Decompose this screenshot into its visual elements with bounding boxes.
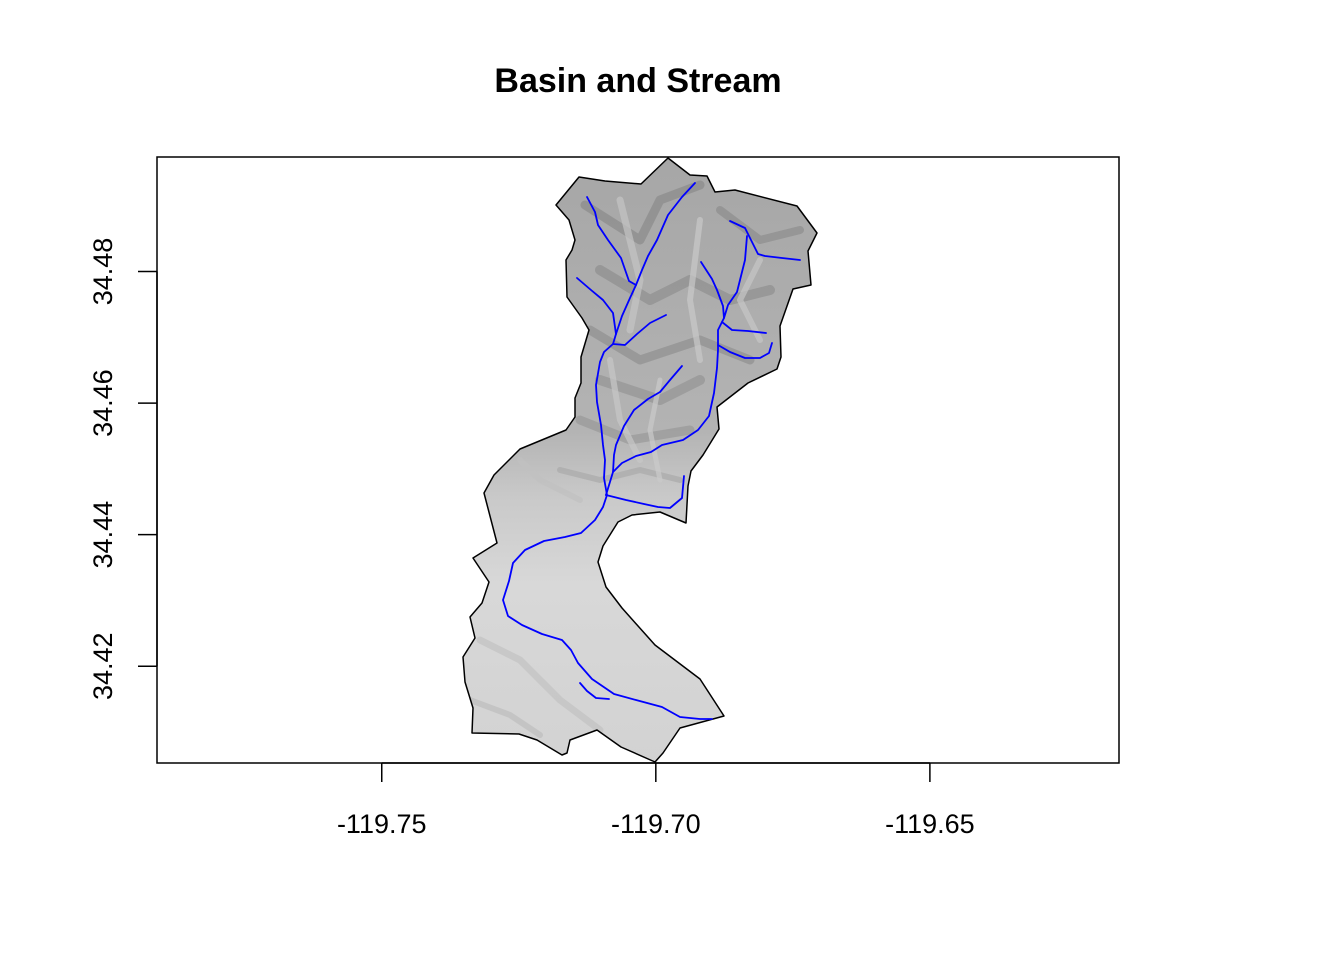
x-axis: -119.75 -119.70 -119.65 — [337, 762, 975, 839]
hillshade-ridge — [607, 357, 643, 463]
stream-segment — [729, 220, 801, 261]
hillshade-ridge — [595, 375, 705, 405]
hillshade-ridge — [647, 377, 663, 483]
y-tick-label: 34.46 — [88, 369, 118, 437]
x-tick-label: -119.65 — [885, 809, 975, 839]
stream-segment — [700, 261, 725, 319]
hillshade-ridge — [687, 217, 703, 363]
stream-segment — [605, 475, 685, 509]
hillshade-ridge — [616, 196, 644, 334]
hillshade-ridge — [517, 457, 583, 503]
stream-segment — [605, 235, 748, 496]
stream-segment — [502, 182, 713, 720]
chart-title: Basin and Stream — [494, 62, 781, 100]
basin-boundary — [462, 157, 818, 763]
y-tick-label: 34.42 — [88, 632, 118, 700]
stream-segment — [717, 342, 773, 359]
stream-segment — [721, 321, 767, 334]
stream-segment — [586, 196, 637, 286]
stream-segment — [612, 365, 683, 473]
hillshade-base — [463, 158, 817, 762]
hillshade-ridge — [580, 180, 705, 245]
hillshade-ridge — [737, 257, 763, 343]
x-tick-label: -119.75 — [337, 809, 427, 839]
stream-segment — [612, 314, 667, 346]
stream-segment — [579, 682, 610, 700]
hillshade-ridges — [467, 180, 804, 738]
y-tick-label: 34.44 — [88, 501, 118, 569]
hillshade-ridge — [476, 636, 604, 734]
stream-network — [502, 182, 801, 720]
x-tick-label: -119.70 — [611, 809, 701, 839]
y-tick-label: 34.48 — [88, 238, 118, 306]
hillshade-ridge — [467, 697, 543, 738]
stream-segment — [576, 277, 617, 335]
hillshade-layer — [463, 158, 817, 762]
y-axis: 34.42 34.44 34.46 34.48 — [88, 238, 158, 700]
hillshade-ridge — [716, 206, 804, 244]
